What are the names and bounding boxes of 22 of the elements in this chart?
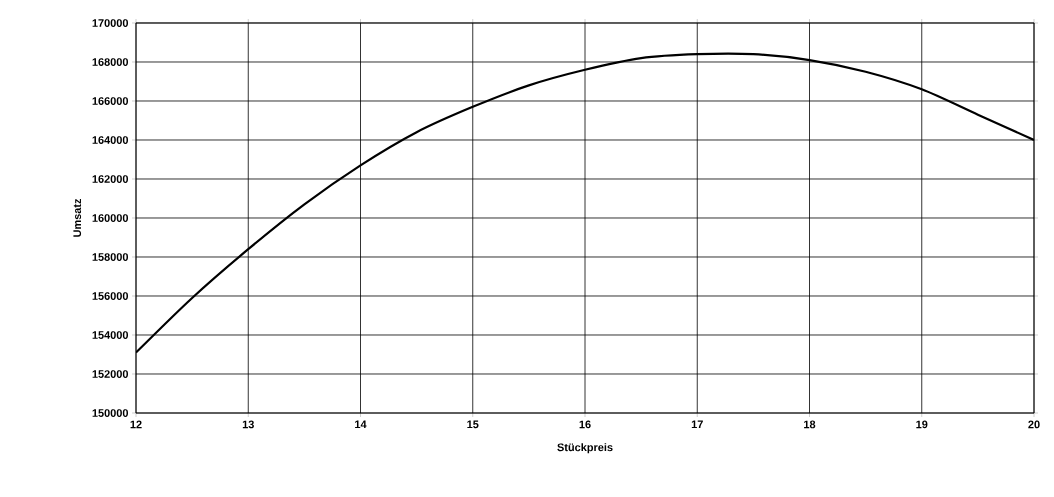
x-tick-label: 16 [579,420,591,429]
x-tick-label: 12 [130,420,142,429]
y-tick-label: 168000 [92,58,129,66]
x-axis-title: Stückpreis [557,443,613,454]
x-tick-label: 14 [355,420,367,429]
x-tick-label: 19 [916,420,928,429]
x-tick-label: 18 [804,420,816,429]
y-tick-label: 166000 [92,97,129,105]
y-tick-label: 170000 [92,19,129,27]
y-tick-label: 158000 [92,253,129,261]
x-tick-label: 20 [1028,420,1040,429]
y-tick-label: 160000 [92,214,129,222]
y-tick-label: 154000 [92,331,129,339]
y-tick-label: 156000 [92,292,129,300]
x-tick-label: 17 [691,420,703,429]
y-tick-label: 162000 [92,175,129,183]
y-tick-label: 164000 [92,136,129,144]
x-tick-label: 13 [242,420,254,429]
y-axis-title: Umsatz [73,198,82,237]
y-tick-label: 152000 [92,370,129,378]
x-tick-label: 15 [467,420,479,429]
y-tick-label: 150000 [92,409,129,417]
